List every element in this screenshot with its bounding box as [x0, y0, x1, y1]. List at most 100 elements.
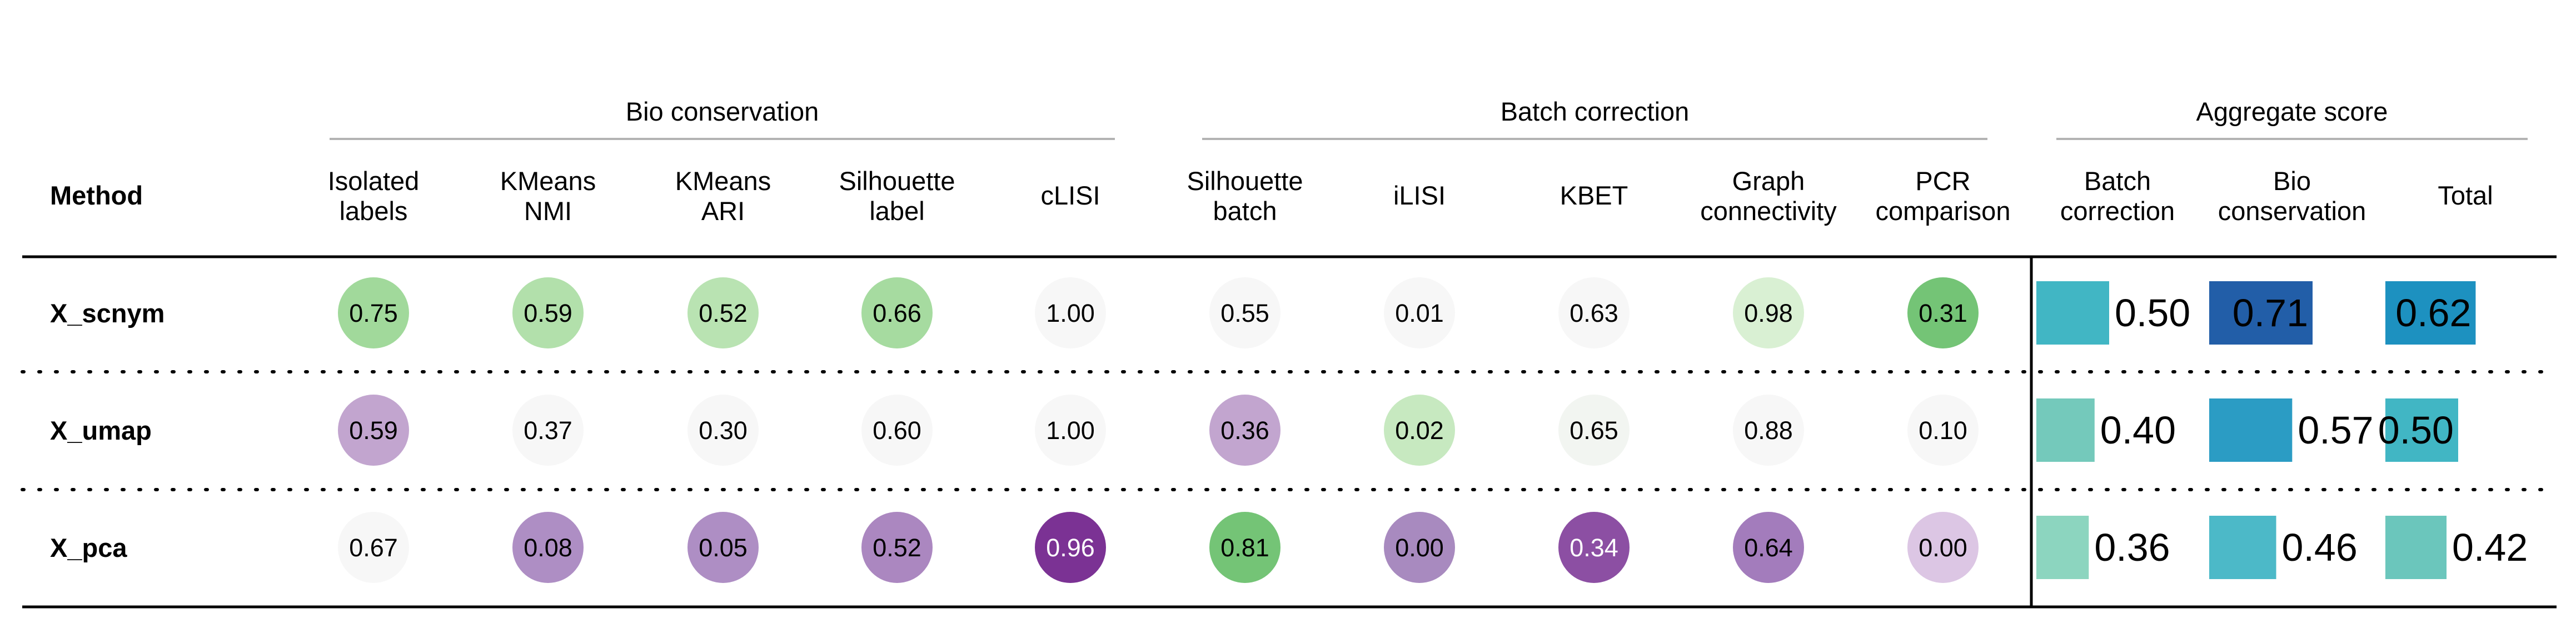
- column-header-label: comparison: [1876, 196, 2011, 226]
- aggregate-bar: [2209, 281, 2313, 345]
- aggregate-bar: [2036, 398, 2095, 462]
- metric-value-label: 0.10: [1919, 416, 1967, 445]
- column-header-label: cLISI: [1040, 181, 1100, 210]
- aggregate-bar: [2385, 516, 2447, 579]
- metric-value-label: 0.63: [1569, 299, 1618, 327]
- metric-circle: [1558, 277, 1630, 348]
- metric-circle: [687, 395, 759, 466]
- metric-value-label: 0.05: [699, 534, 748, 562]
- aggregate-value-label: 0.71: [2233, 291, 2308, 335]
- metric-value-label: 0.75: [349, 299, 398, 327]
- table-row: X_scnym 0.75 0.59 0.52 0.66 1.00 0.55 0.01 0.63 0…: [50, 277, 2476, 348]
- metric-value-label: 0.66: [873, 299, 921, 327]
- column-header-label: Bio: [2273, 166, 2311, 196]
- metric-circle: [1907, 512, 1979, 583]
- metric-circle: [1035, 512, 1106, 583]
- metric-value-label: 0.52: [699, 299, 748, 327]
- metric-circle: [1733, 512, 1804, 583]
- column-header-label: ARI: [701, 196, 745, 226]
- aggregate-value-label: 0.50: [2378, 408, 2454, 452]
- metric-value-label: 0.00: [1395, 534, 1444, 562]
- metric-value-label: 0.67: [349, 534, 398, 562]
- metric-value-label: 0.36: [1220, 416, 1269, 445]
- aggregate-value-label: 0.42: [2452, 526, 2528, 569]
- metric-value-label: 0.02: [1395, 416, 1444, 445]
- column-header-label: PCR: [1915, 166, 1970, 196]
- metric-value-label: 0.81: [1220, 534, 1269, 562]
- table-row: X_pca 0.67 0.08 0.05 0.52 0.96 0.81 0.00 0.34 0.6…: [50, 512, 2528, 583]
- column-header-label: Isolated: [328, 166, 420, 196]
- column-header-label: KMeans: [500, 166, 596, 196]
- metric-circle: [687, 512, 759, 583]
- metric-value-label: 0.34: [1569, 534, 1618, 562]
- column-header-label: Graph: [1732, 166, 1805, 196]
- row-method-label: X_umap: [50, 416, 152, 445]
- group-label: Bio conservation: [626, 97, 819, 126]
- metric-circle: [338, 277, 409, 348]
- metric-circle: [861, 512, 933, 583]
- metric-circle: [1035, 277, 1106, 348]
- column-header-label: conservation: [2218, 196, 2366, 226]
- aggregate-value-label: 0.36: [2094, 526, 2170, 569]
- aggregate-value-label: 0.57: [2298, 408, 2373, 452]
- metric-circle: [1733, 395, 1804, 466]
- metric-value-label: 0.64: [1744, 534, 1793, 562]
- metric-value-label: 0.96: [1046, 534, 1095, 562]
- table-row: X_umap 0.59 0.37 0.30 0.60 1.00 0.36 0.02 0.65 0.…: [50, 395, 2458, 466]
- metric-circle: [1209, 395, 1280, 466]
- aggregate-bar: [2209, 398, 2293, 462]
- metric-value-label: 0.52: [873, 534, 921, 562]
- table-rows: X_scnym 0.75 0.59 0.52 0.66 1.00 0.55 0.01 0.63 0…: [21, 277, 2558, 583]
- metric-value-label: 0.08: [524, 534, 572, 562]
- metric-circle: [338, 395, 409, 466]
- aggregate-value-label: 0.50: [2115, 291, 2190, 335]
- metric-circle: [1384, 395, 1455, 466]
- metric-circle: [1384, 277, 1455, 348]
- column-header-label: Silhouette: [839, 166, 955, 196]
- metric-circle: [1558, 395, 1630, 466]
- metric-value-label: 0.31: [1919, 299, 1967, 327]
- metric-value-label: 0.55: [1220, 299, 1269, 327]
- aggregate-bar: [2036, 281, 2109, 345]
- metric-value-label: 0.98: [1744, 299, 1793, 327]
- group-label: Aggregate score: [2196, 97, 2388, 126]
- metric-value-label: 0.59: [349, 416, 398, 445]
- column-header-label: iLISI: [1393, 181, 1446, 210]
- row-method-label: X_scnym: [50, 298, 165, 328]
- metric-circle: [512, 395, 584, 466]
- metric-circle: [861, 277, 933, 348]
- column-header-label: connectivity: [1700, 196, 1837, 226]
- column-header-label: KMeans: [675, 166, 771, 196]
- metric-value-label: 0.01: [1395, 299, 1444, 327]
- aggregate-value-label: 0.40: [2100, 408, 2176, 452]
- column-header-label: NMI: [524, 196, 572, 226]
- metric-value-label: 1.00: [1046, 416, 1095, 445]
- aggregate-bar: [2385, 398, 2458, 462]
- metric-circle: [861, 395, 933, 466]
- metric-circle: [1209, 512, 1280, 583]
- metric-circle: [1907, 277, 1979, 348]
- aggregate-value-label: 0.46: [2282, 526, 2358, 569]
- metric-circle: [1733, 277, 1804, 348]
- metric-value-label: 1.00: [1046, 299, 1095, 327]
- column-headers: IsolatedlabelsKMeansNMIKMeansARISilhouet…: [328, 166, 2493, 226]
- metric-value-label: 0.65: [1569, 416, 1618, 445]
- column-groups: Bio conservation Batch correction Aggregat…: [330, 97, 2528, 140]
- metric-circle: [512, 512, 584, 583]
- aggregate-value-label: 0.62: [2395, 291, 2471, 335]
- metric-circle: [1384, 512, 1455, 583]
- aggregate-bar: [2209, 516, 2276, 579]
- column-header-label: labels: [340, 196, 408, 226]
- metric-value-label: 0.59: [524, 299, 572, 327]
- metric-value-label: 0.30: [699, 416, 748, 445]
- metric-circle: [1209, 277, 1280, 348]
- metric-circle: [512, 277, 584, 348]
- metric-circle: [338, 512, 409, 583]
- metric-circle: [687, 277, 759, 348]
- aggregate-bar: [2036, 516, 2089, 579]
- metric-circle: [1035, 395, 1106, 466]
- metric-value-label: 0.00: [1919, 534, 1967, 562]
- column-header-label: Batch: [2084, 166, 2151, 196]
- column-header-label: correction: [2060, 196, 2175, 226]
